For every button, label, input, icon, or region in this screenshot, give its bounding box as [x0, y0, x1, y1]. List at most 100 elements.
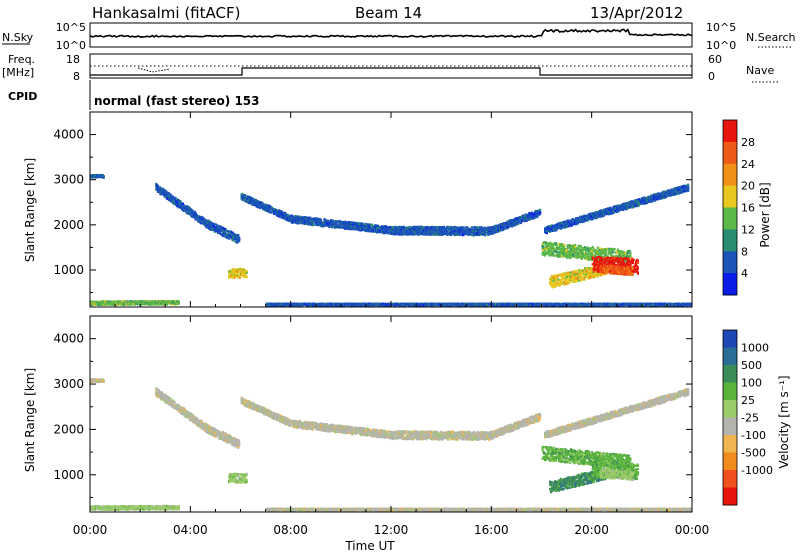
power-cell	[237, 234, 240, 237]
power-cell	[337, 221, 340, 224]
power-cell	[687, 188, 690, 192]
power-cell	[317, 221, 320, 225]
power-cell	[592, 270, 595, 273]
power-cell	[539, 208, 542, 211]
power-cell	[182, 209, 185, 212]
power-cell	[335, 223, 338, 226]
power-cell	[548, 244, 551, 248]
power-cell	[330, 226, 333, 229]
power-cell	[293, 216, 296, 219]
power-cell	[331, 224, 334, 227]
power-cell	[345, 223, 349, 226]
power-cell	[309, 223, 312, 226]
power-cell	[359, 226, 362, 229]
noise-trace	[89, 28, 693, 38]
power-cell	[222, 235, 226, 238]
power-cell	[196, 217, 199, 220]
power-cell	[268, 208, 271, 212]
power-cell	[306, 218, 309, 221]
power-cell	[591, 245, 594, 249]
power-cell	[325, 223, 328, 226]
power-cell	[309, 216, 312, 219]
power-cell	[272, 208, 275, 211]
power-cell	[191, 209, 194, 212]
power-cell	[227, 230, 230, 233]
power-cell	[251, 198, 254, 201]
power-cell	[241, 192, 244, 195]
power-cell	[223, 230, 226, 233]
power-cell	[357, 227, 360, 230]
power-cell	[352, 226, 355, 229]
power-cell	[594, 268, 597, 271]
cpid-text: normal (fast stereo) 153	[94, 94, 260, 108]
power-cell	[629, 251, 632, 254]
power-cell	[295, 216, 298, 219]
power-cell	[328, 220, 331, 223]
power-cell	[349, 223, 352, 226]
power-cell	[610, 253, 613, 256]
power-cell	[585, 249, 588, 252]
power-band-3	[290, 214, 394, 235]
frequency-jitter	[137, 67, 171, 73]
power-cell	[229, 230, 232, 233]
power-cell	[241, 194, 244, 197]
cpid-label: CPID	[8, 90, 37, 103]
power-cell	[605, 253, 608, 256]
power-cell	[311, 221, 314, 224]
power-cell	[289, 219, 292, 222]
power-cell	[156, 187, 159, 190]
power-cell	[315, 217, 318, 220]
power-cell	[326, 224, 329, 227]
power-cell	[228, 234, 231, 237]
power-cell	[236, 240, 239, 244]
power-cell	[238, 239, 241, 242]
power-cell	[189, 208, 192, 211]
power-cell	[225, 230, 228, 233]
power-cell	[687, 186, 690, 189]
power-cell	[341, 221, 344, 224]
beam-title: Beam 14	[355, 4, 422, 22]
power-cell	[328, 225, 331, 228]
power-cell	[319, 220, 323, 223]
frequency-trace	[90, 67, 692, 76]
power-cell	[279, 213, 282, 216]
power-cell	[563, 243, 566, 247]
power-cell	[224, 228, 227, 231]
power-cell	[309, 218, 312, 221]
cpid-row: CPID normal (fast stereo) 153	[8, 80, 260, 110]
power-band-4	[391, 225, 494, 237]
power-cell	[329, 224, 332, 227]
power-cell	[163, 189, 166, 192]
date-title: 13/Apr/2012	[590, 4, 683, 22]
power-cell	[165, 190, 168, 193]
power-cell	[212, 224, 216, 228]
power-cell	[299, 220, 303, 223]
power-cell	[155, 182, 158, 186]
power-cell	[201, 219, 204, 222]
power-cell	[613, 248, 616, 251]
power-cell	[282, 213, 285, 217]
power-data-layer	[90, 173, 692, 307]
power-cell	[308, 221, 311, 224]
power-cell	[611, 251, 614, 254]
power-band-0	[155, 182, 208, 228]
power-cell	[587, 254, 590, 257]
power-cell	[539, 212, 542, 215]
power-cell	[233, 238, 236, 241]
power-cell	[559, 255, 562, 258]
power-cell	[189, 213, 192, 216]
power-cell	[258, 206, 262, 210]
power-cell	[265, 209, 268, 212]
freq-right-label: Nave	[746, 64, 774, 77]
power-cell	[176, 200, 179, 203]
power-cell	[344, 225, 347, 228]
power-cell	[553, 247, 556, 250]
power-band-1	[205, 219, 241, 244]
power-cell	[555, 244, 558, 247]
freq-left-label: Freq.	[8, 53, 35, 66]
power-cell	[159, 186, 162, 189]
power-cell	[333, 224, 336, 228]
power-cell	[287, 214, 290, 217]
